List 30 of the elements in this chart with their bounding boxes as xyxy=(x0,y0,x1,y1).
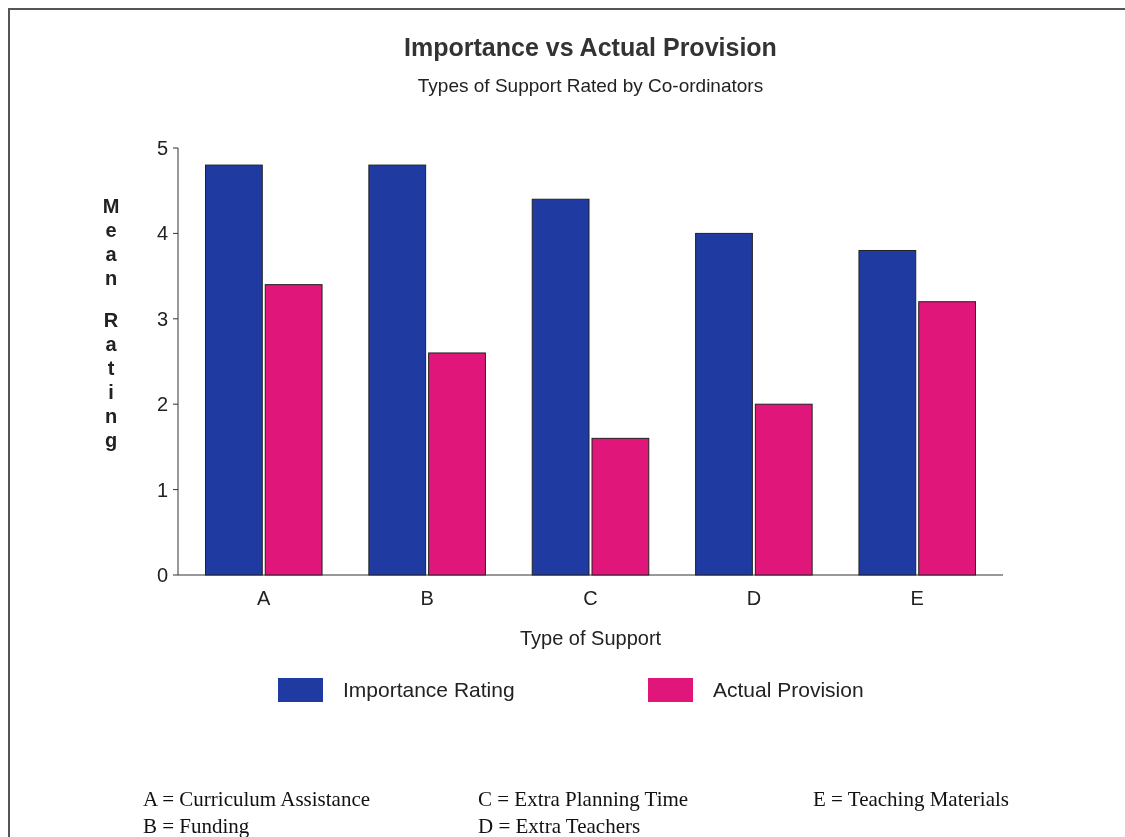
y-tick-label: 0 xyxy=(156,564,168,586)
text: Mean Rating xyxy=(102,195,120,451)
text: E = Teaching Materials xyxy=(813,787,1010,811)
bar xyxy=(428,352,486,576)
text: B = Funding xyxy=(143,814,250,837)
bar xyxy=(695,232,753,576)
legend-label: Actual Provision xyxy=(713,678,864,702)
y-tick-label: 4 xyxy=(156,222,168,245)
x-tick-label: A xyxy=(257,587,272,609)
bar xyxy=(368,164,427,576)
y-tick-label: 5 xyxy=(156,137,168,159)
x-tick-label: B xyxy=(420,587,434,609)
bar xyxy=(754,403,813,576)
text: A = Curriculum Assistance xyxy=(143,787,371,811)
y-tick-label: 3 xyxy=(156,307,168,330)
y-tick-label: 2 xyxy=(156,393,168,416)
bar xyxy=(204,164,263,576)
bar xyxy=(264,284,323,576)
chart-title: Importance vs Actual Provision xyxy=(404,33,777,61)
legend-label: Importance Rating xyxy=(343,678,515,702)
text: C = Extra Planning Time xyxy=(478,787,689,811)
y-tick-label: 1 xyxy=(156,478,168,501)
text: D = Extra Teachers xyxy=(478,814,641,837)
x-tick-label: C xyxy=(583,587,598,609)
x-tick-label: E xyxy=(910,587,924,609)
chart-subtitle: Types of Support Rated by Co-ordinators xyxy=(417,75,764,96)
bar xyxy=(858,249,917,576)
x-tick-label: D xyxy=(746,587,762,609)
bar xyxy=(918,301,977,576)
x-axis-title: Type of Support xyxy=(519,627,662,649)
